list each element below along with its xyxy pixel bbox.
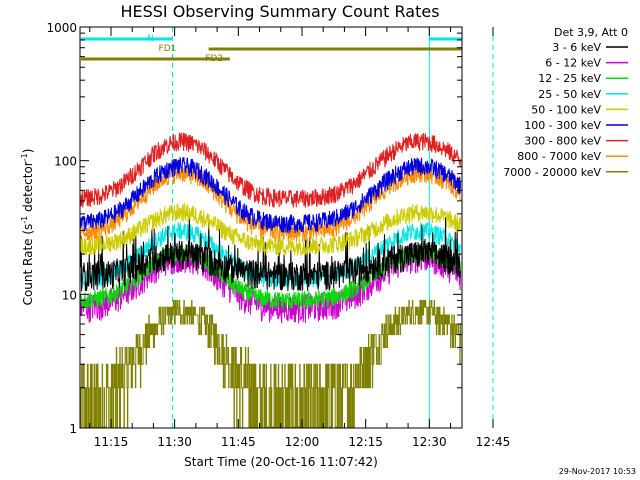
x-tick-label: 12:15 — [348, 435, 383, 449]
series-line-8 — [80, 299, 461, 428]
y-axis-label: Count Rate (s-1 detector-1) — [20, 149, 35, 306]
plot-area: N FD1 FD2 — [79, 27, 494, 428]
legend-title: Det 3,9, Att 0 — [554, 26, 628, 39]
plot-frame — [79, 26, 463, 429]
date-stamp: 29-Nov-2017 10:53 — [559, 467, 636, 476]
series-line-4 — [79, 202, 461, 257]
legend-label: 300 - 800 keV — [524, 135, 601, 148]
flag-fd2: FD2 — [205, 54, 223, 64]
x-tick-label: 11:45 — [221, 435, 256, 449]
y-tick-label: 1000 — [46, 21, 77, 35]
x-tick-label: 12:45 — [476, 435, 511, 449]
series-line-0 — [79, 214, 461, 292]
legend-label: 3 - 6 keV — [552, 41, 601, 54]
legend-label: 50 - 100 keV — [531, 103, 601, 116]
legend-label: 25 - 50 keV — [538, 88, 601, 101]
flag-n: N — [147, 34, 154, 44]
series-line-5 — [79, 156, 461, 235]
y-tick-label: 1 — [69, 422, 77, 436]
legend: 3 - 6 keV 6 - 12 keV 12 - 25 keV 25 - 50 ke… — [503, 41, 628, 179]
x-tick-label: 12:30 — [412, 435, 447, 449]
axis-ticks: 1 10 100 1000 11:15 11:30 11:45 12:00 12:15 12:30… — [46, 21, 510, 449]
flag-fd1: FD1 — [159, 44, 177, 54]
x-tick-label: 11:15 — [94, 435, 129, 449]
y-tick-label: 100 — [54, 155, 77, 169]
chart-title: HESSI Observing Summary Count Rates — [120, 2, 439, 21]
legend-label: 12 - 25 keV — [538, 72, 601, 85]
legend-label: 800 - 7000 keV — [517, 150, 601, 163]
legend-label: 100 - 300 keV — [524, 119, 601, 132]
y-tick-label: 10 — [62, 288, 77, 302]
x-tick-label: 11:30 — [157, 435, 192, 449]
series-line-6 — [79, 132, 461, 208]
x-tick-label: 12:00 — [285, 435, 320, 449]
legend-label: 7000 - 20000 keV — [503, 166, 601, 179]
legend-label: 6 - 12 keV — [545, 57, 601, 70]
x-axis-label: Start Time (20-Oct-16 11:07:42) — [184, 455, 378, 469]
